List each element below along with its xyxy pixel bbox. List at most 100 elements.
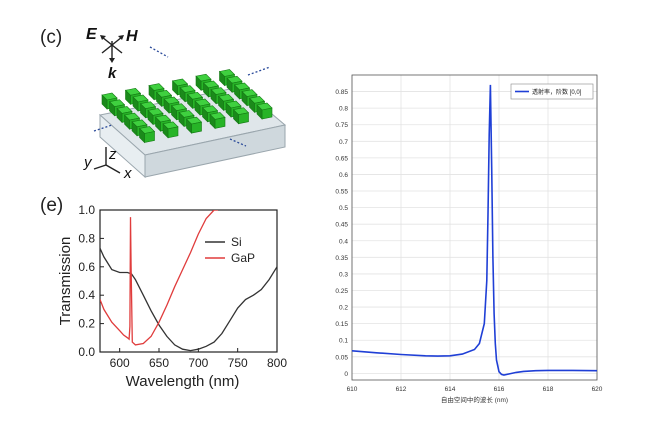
- pillar-side: [226, 77, 233, 93]
- pillar-front: [214, 117, 226, 129]
- pillar-side: [147, 109, 154, 126]
- x-label: x: [123, 165, 132, 182]
- x-tick-label: 616: [494, 386, 505, 393]
- plot-frame: [99, 209, 278, 353]
- legend-box: [510, 83, 594, 100]
- x-tick-label: 620: [592, 386, 603, 393]
- pillar-side: [219, 70, 225, 87]
- pillar-side: [139, 127, 145, 144]
- pillar-side: [179, 86, 186, 103]
- pillar-front: [191, 121, 202, 134]
- y-tick-label: 0.6: [78, 260, 95, 274]
- pillar-side: [124, 114, 130, 130]
- pillar-side: [101, 94, 108, 110]
- e-label: E: [86, 26, 98, 43]
- guide-line: [247, 66, 271, 76]
- x-tick-label: 750: [228, 356, 248, 370]
- y-axis: [93, 164, 107, 170]
- y-tick-label: 0.05: [335, 354, 348, 361]
- pillar-side: [156, 91, 162, 108]
- pillar-array: [101, 69, 273, 144]
- x-tick-label: 650: [149, 356, 169, 370]
- panel-e-label: (e): [40, 195, 64, 216]
- x-tick-label: 600: [110, 356, 130, 370]
- pillar-side: [209, 113, 216, 130]
- y-axis-label: Transmission: [57, 237, 74, 326]
- pillar-side: [249, 97, 255, 114]
- x-tick-label: 800: [267, 356, 287, 370]
- pillar-side: [194, 100, 201, 116]
- pillar-side: [234, 84, 240, 100]
- plot-frame: [351, 74, 598, 381]
- pillar-side: [116, 107, 123, 124]
- guide-line: [149, 46, 169, 58]
- x-tick-label: 612: [396, 386, 407, 393]
- pillar-front: [144, 131, 155, 143]
- y-tick-label: 0.85: [335, 89, 348, 96]
- pillar-side: [195, 75, 202, 91]
- y-tick-label: 0.5: [339, 205, 348, 212]
- pillar-side: [132, 96, 139, 112]
- y-tick-label: 0.75: [335, 122, 348, 129]
- pillar-side: [218, 95, 224, 112]
- arrowhead: [100, 35, 106, 40]
- y-tick-label: 0.1: [339, 338, 348, 345]
- z-label: z: [108, 146, 117, 163]
- pillar-side: [155, 116, 161, 132]
- y-tick-label: 0.2: [339, 305, 348, 312]
- guide-line: [229, 138, 247, 147]
- pillar-front: [167, 126, 179, 139]
- pillar-side: [162, 123, 169, 139]
- y-tick-label: 0.3: [339, 271, 348, 278]
- guide-lines: [93, 46, 271, 147]
- pillar-side: [171, 104, 177, 121]
- h-label: H: [126, 28, 138, 45]
- y-tick-label: 0.2: [78, 317, 95, 331]
- y-label: y: [83, 154, 93, 171]
- y-tick-label: 0.8: [339, 106, 348, 113]
- y-tick-label: 0.4: [78, 288, 95, 302]
- pillar-side: [131, 121, 138, 137]
- y-tick-label: 0.15: [335, 321, 348, 328]
- x-tick-label: 614: [445, 386, 456, 393]
- pillar-side: [163, 98, 170, 114]
- pillar-side: [187, 93, 193, 110]
- k-label: k: [108, 65, 117, 82]
- legend-label: 透射率，阶数 [0,0]: [532, 88, 582, 96]
- x-tick-label: 610: [347, 386, 358, 393]
- pillar-side: [203, 82, 209, 98]
- pillar-front: [261, 107, 273, 120]
- x-tick-label: 700: [188, 356, 208, 370]
- legend-label: GaP: [231, 251, 255, 265]
- pillar-side: [148, 84, 155, 101]
- chart-transmission: 0.0 0.2 0.4 0.6 0.8 1.0 600 650 700 750 800 Wavelen…: [57, 203, 287, 390]
- pillar-side: [233, 108, 239, 125]
- pillar-side: [210, 88, 217, 105]
- x-tick-label: 618: [543, 386, 554, 393]
- y-tick-label: 0.7: [339, 139, 348, 146]
- x-axis: [105, 164, 121, 174]
- series-line-transmittance: [352, 84, 597, 376]
- y-tick-label: 0.8: [78, 231, 95, 245]
- pillar-side: [109, 100, 115, 117]
- y-tick-label: 1.0: [78, 203, 95, 217]
- y-tick-label: 0.0: [78, 345, 95, 359]
- coordinate-axes-icon: zy x: [83, 146, 132, 182]
- chart-transmittance-zoom: 0 0.05 0.1 0.15 0.2 0.25 0.3 0.35 0.4 0.45 0.5 0.55…: [335, 74, 603, 404]
- y-tick-label: 0.35: [335, 255, 348, 262]
- x-axis-label: 自由空间中的波长 (nm): [441, 395, 508, 404]
- y-tick-label: 0: [344, 371, 348, 378]
- metasurface-illustration: E Hk zy x: [83, 26, 287, 182]
- pillar-front: [238, 112, 249, 125]
- y-tick-label: 0.65: [335, 155, 348, 162]
- polarization-axes-icon: E Hk: [86, 26, 138, 82]
- pillar-side: [178, 111, 185, 128]
- pillar-side: [140, 102, 146, 119]
- pillar-side: [186, 118, 192, 134]
- pillar-side: [202, 106, 208, 123]
- pillar-side: [172, 80, 178, 96]
- pillar-side: [225, 102, 232, 118]
- guide-line: [93, 124, 113, 132]
- arrowhead: [109, 58, 115, 63]
- substrate-side: [99, 113, 146, 179]
